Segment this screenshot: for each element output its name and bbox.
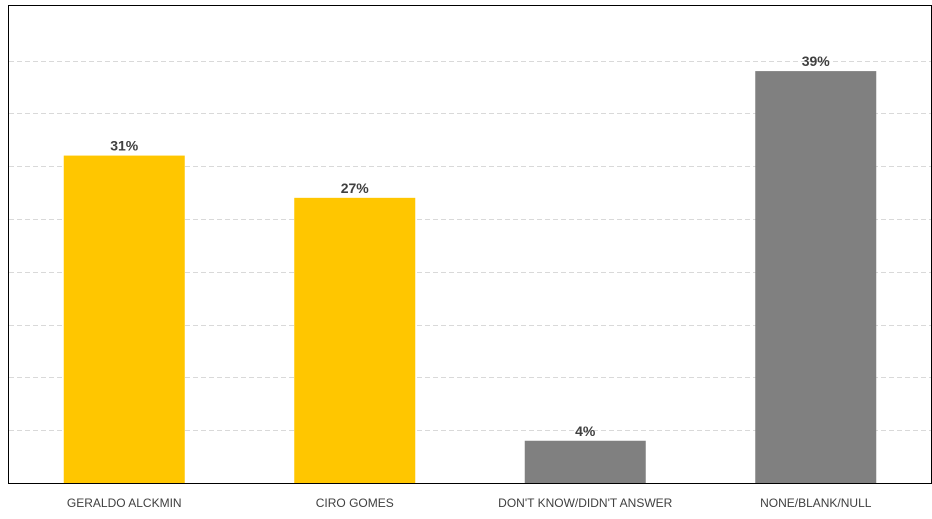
category-label: CIRO GOMES bbox=[316, 496, 394, 510]
bars bbox=[63, 71, 877, 484]
data-label: 31% bbox=[110, 138, 139, 154]
bar bbox=[294, 197, 416, 484]
data-label: 39% bbox=[802, 53, 831, 69]
category-labels: GERALDO ALCKMIN CIRO GOMES DON'T KNOW/DIDN… bbox=[67, 496, 872, 510]
bar bbox=[524, 440, 646, 483]
category-label: GERALDO ALCKMIN bbox=[67, 496, 182, 510]
category-label: DON'T KNOW/DIDN'T ANSWER bbox=[498, 496, 672, 510]
data-label: 4% bbox=[575, 423, 596, 439]
value-labels: 31% 27% 4% 39% bbox=[110, 53, 830, 439]
bar bbox=[63, 155, 185, 483]
category-label: NONE/BLANK/NULL bbox=[760, 496, 872, 510]
data-label: 27% bbox=[341, 180, 370, 196]
bar bbox=[755, 71, 877, 484]
